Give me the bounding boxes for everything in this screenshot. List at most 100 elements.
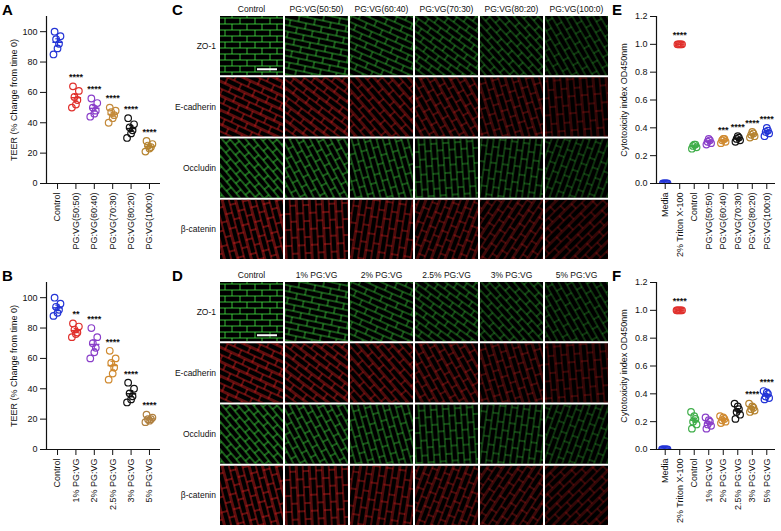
svg-text:****: **** [142, 400, 157, 410]
svg-text:1.0: 1.0 [635, 305, 648, 315]
svg-text:40: 40 [27, 384, 37, 394]
svg-text:****: **** [69, 72, 84, 82]
svg-text:PG:VG(70:30): PG:VG(70:30) [108, 193, 118, 250]
svg-text:Media: Media [660, 193, 670, 218]
svg-text:E-cadherin: E-cadherin [175, 368, 216, 378]
svg-text:100: 100 [22, 27, 37, 37]
svg-text:5% PG:VG: 5% PG:VG [144, 459, 154, 503]
svg-text:60: 60 [27, 87, 37, 97]
svg-text:****: **** [124, 104, 139, 114]
svg-text:80: 80 [27, 57, 37, 67]
svg-text:**: ** [72, 309, 80, 319]
svg-text:1.0: 1.0 [635, 39, 648, 49]
svg-text:****: **** [760, 377, 775, 387]
svg-text:3% PG:VG: 3% PG:VG [747, 459, 757, 503]
svg-text:Control: Control [238, 4, 266, 14]
svg-text:0.4: 0.4 [635, 389, 648, 399]
svg-text:β-catenin: β-catenin [181, 224, 216, 234]
svg-text:60: 60 [27, 353, 37, 363]
svg-text:****: **** [731, 122, 746, 132]
svg-text:****: **** [124, 369, 139, 379]
svg-text:3% PG:VG: 3% PG:VG [126, 459, 136, 503]
svg-text:PG:VG(80:20): PG:VG(80:20) [485, 4, 539, 14]
svg-text:****: **** [673, 30, 688, 40]
svg-text:2.5% PG:VG: 2.5% PG:VG [108, 459, 118, 511]
svg-text:5% PG:VG: 5% PG:VG [556, 270, 598, 280]
svg-text:TEER (% Change from time 0): TEER (% Change from time 0) [9, 39, 19, 161]
svg-text:0.2: 0.2 [635, 151, 648, 161]
svg-text:0.8: 0.8 [635, 333, 648, 343]
svg-text:ZO-1: ZO-1 [197, 41, 217, 51]
svg-text:PG:VG(80:20): PG:VG(80:20) [747, 193, 757, 250]
svg-text:Control: Control [689, 459, 699, 488]
svg-text:****: **** [673, 296, 688, 306]
svg-text:TEER (% Change from time 0): TEER (% Change from time 0) [9, 305, 19, 427]
svg-text:PG:VG(60:40): PG:VG(60:40) [89, 193, 99, 250]
svg-text:2% PG:VG: 2% PG:VG [89, 459, 99, 503]
svg-text:PG:VG(50:50): PG:VG(50:50) [290, 4, 344, 14]
svg-text:****: **** [87, 314, 102, 324]
svg-text:1% PG:VG: 1% PG:VG [71, 459, 81, 503]
svg-text:Control: Control [52, 459, 62, 488]
svg-text:PG:VG(50:50): PG:VG(50:50) [704, 193, 714, 250]
svg-text:PG:VG(50:50): PG:VG(50:50) [71, 193, 81, 250]
svg-text:Control: Control [238, 270, 266, 280]
svg-text:0.4: 0.4 [635, 123, 648, 133]
svg-text:ZO-1: ZO-1 [197, 307, 217, 317]
svg-text:2% Triton X-100: 2% Triton X-100 [675, 459, 685, 524]
svg-text:β-catenin: β-catenin [181, 490, 216, 500]
svg-text:PG:VG(100:0): PG:VG(100:0) [144, 193, 154, 250]
svg-text:0: 0 [32, 444, 37, 454]
svg-text:5% PG:VG: 5% PG:VG [762, 459, 772, 503]
svg-text:2.5% PG:VG: 2.5% PG:VG [733, 459, 743, 511]
svg-text:0.0: 0.0 [635, 178, 648, 188]
svg-text:PG:VG(100:0): PG:VG(100:0) [762, 193, 772, 250]
svg-text:2% PG:VG: 2% PG:VG [718, 459, 728, 503]
svg-text:***: *** [718, 125, 729, 135]
svg-text:2% Triton X-100: 2% Triton X-100 [675, 193, 685, 258]
svg-text:****: **** [760, 114, 775, 124]
svg-text:****: **** [142, 127, 157, 137]
svg-text:0.2: 0.2 [635, 417, 648, 427]
svg-text:PG:VG(80:20): PG:VG(80:20) [126, 193, 136, 250]
html-text:A: A [2, 1, 13, 18]
svg-text:PG:VG(70:30): PG:VG(70:30) [733, 193, 743, 250]
svg-text:1% PG:VG: 1% PG:VG [296, 270, 338, 280]
svg-text:Control: Control [52, 193, 62, 222]
svg-text:Cytotoxicity index OD450nm: Cytotoxicity index OD450nm [619, 309, 629, 423]
svg-text:Occludin: Occludin [183, 163, 216, 173]
svg-text:0.6: 0.6 [635, 95, 648, 105]
svg-text:PG:VG(100:0): PG:VG(100:0) [550, 4, 604, 14]
svg-text:80: 80 [27, 323, 37, 333]
html-text:D: D [172, 267, 183, 284]
svg-text:PG:VG(70:30): PG:VG(70:30) [420, 4, 474, 14]
svg-text:****: **** [745, 389, 760, 399]
svg-text:0.8: 0.8 [635, 67, 648, 77]
svg-text:2% PG:VG: 2% PG:VG [361, 270, 403, 280]
svg-text:****: **** [745, 118, 760, 128]
svg-text:PG:VG(60:40): PG:VG(60:40) [355, 4, 409, 14]
svg-text:20: 20 [27, 414, 37, 424]
svg-text:2.5% PG:VG: 2.5% PG:VG [422, 270, 471, 280]
svg-text:1.2: 1.2 [635, 277, 648, 287]
svg-text:1.2: 1.2 [635, 11, 648, 21]
svg-text:20: 20 [27, 148, 37, 158]
html-text:C: C [172, 1, 183, 18]
svg-text:Media: Media [660, 459, 670, 484]
svg-text:100: 100 [22, 293, 37, 303]
svg-text:Cytotoxicity index OD450nm: Cytotoxicity index OD450nm [619, 43, 629, 157]
svg-text:****: **** [87, 84, 102, 94]
svg-text:0.0: 0.0 [635, 444, 648, 454]
svg-text:****: **** [106, 93, 121, 103]
svg-text:3% PG:VG: 3% PG:VG [491, 270, 533, 280]
svg-text:0: 0 [32, 178, 37, 188]
svg-text:0.6: 0.6 [635, 361, 648, 371]
svg-text:****: **** [106, 337, 121, 347]
svg-text:Occludin: Occludin [183, 429, 216, 439]
svg-text:40: 40 [27, 118, 37, 128]
html-text:B: B [2, 267, 13, 284]
svg-text:PG:VG(60:40): PG:VG(60:40) [718, 193, 728, 250]
svg-text:E-cadherin: E-cadherin [175, 102, 216, 112]
svg-text:1% PG:VG: 1% PG:VG [704, 459, 714, 503]
svg-text:Control: Control [689, 193, 699, 222]
